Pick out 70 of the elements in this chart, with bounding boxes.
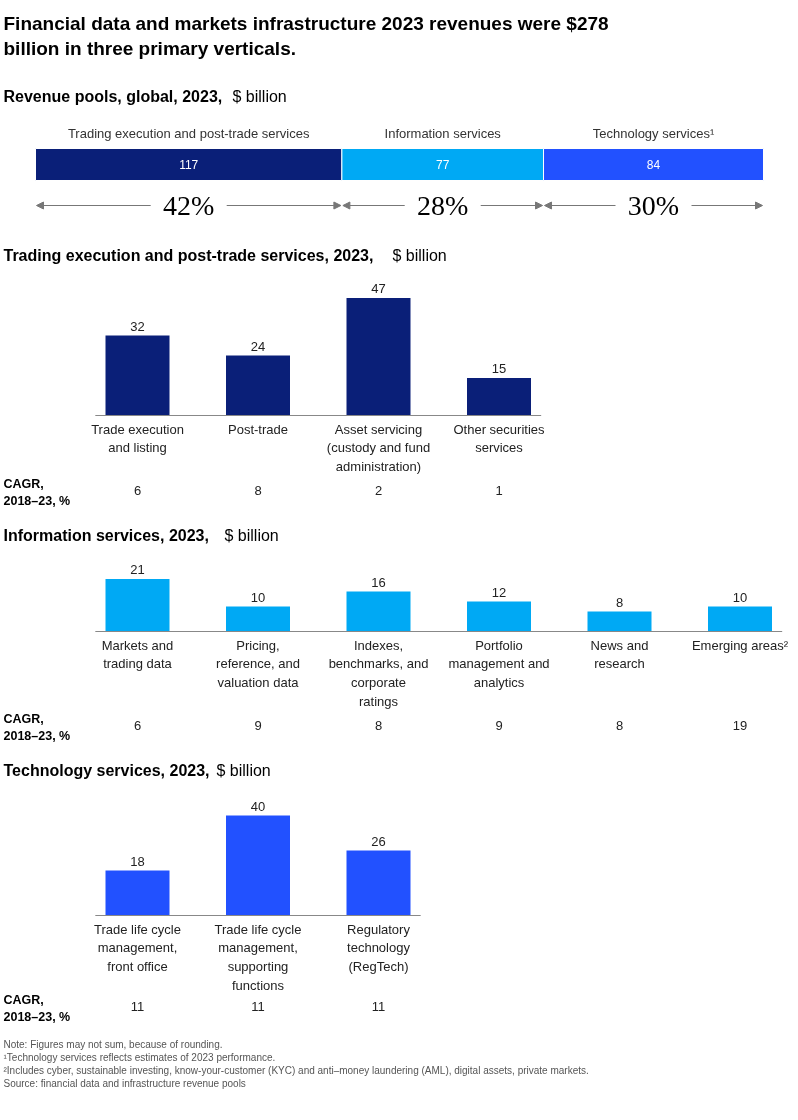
chart-title: Financial data and markets infrastructure 2023 revenues were $278 billion in three primary verticals. xyxy=(3,12,609,59)
text: CAGR, 2018–23, % xyxy=(3,711,71,743)
chart-title: Technology services, 2023, $ billion xyxy=(3,761,271,779)
text: 42% xyxy=(163,190,215,221)
text: 11 xyxy=(130,999,145,1014)
data-label: 8 xyxy=(615,594,624,610)
text: 9 xyxy=(495,718,503,733)
text: ¹Technology services reflects estimates of 2023 performance. xyxy=(3,1051,276,1063)
text: 8 xyxy=(374,718,383,733)
text: Note: Figures may not sum, because of rounding. xyxy=(3,1038,223,1050)
x-tick-label: Portfolio management and analytics xyxy=(448,637,550,690)
text: 8 xyxy=(615,718,624,733)
series-label: Technology services¹ xyxy=(592,126,715,141)
data-label: 10 xyxy=(250,589,266,605)
text: 9 xyxy=(254,718,262,733)
text: CAGR, 2018–23, % xyxy=(3,992,71,1024)
text: 2 xyxy=(374,483,383,498)
data-label: 32 xyxy=(130,318,145,334)
x-tick-label: Markets and trading data xyxy=(101,637,174,672)
x-tick-label: Pricing, reference, and valuation data xyxy=(216,637,300,690)
data-label: 26 xyxy=(371,833,386,849)
bar xyxy=(105,579,170,632)
data-label: 21 xyxy=(130,562,145,577)
text: 28% xyxy=(417,190,469,221)
text: 30% xyxy=(627,190,680,221)
bar xyxy=(467,601,531,632)
x-tick-label: Asset servicing (custody and fund administration) xyxy=(326,421,431,474)
x-tick-label: Emerging areas² xyxy=(691,637,789,653)
text: 6 xyxy=(133,718,142,733)
data-label: 18 xyxy=(130,853,145,869)
source-note: Source: financial data and infrastructure revenue pools xyxy=(3,1077,246,1089)
chart-title: Information services, 2023, $ billion xyxy=(3,526,279,544)
bar xyxy=(346,591,411,632)
x-tick-label: Regulatory technology (RegTech) xyxy=(347,921,411,974)
x-tick-label: Post-trade xyxy=(228,421,288,437)
bar xyxy=(346,298,411,416)
text: 6 xyxy=(133,483,142,498)
x-tick-label: Trade life cycle management, supporting functions xyxy=(214,921,302,993)
bar xyxy=(467,378,531,416)
bar xyxy=(226,355,290,416)
data-label: 47 xyxy=(371,281,386,296)
x-tick-label: Indexes, benchmarks, and corporate ratings xyxy=(328,637,429,709)
text: CAGR, 2018–23, % xyxy=(3,476,71,508)
data-label: 84 xyxy=(646,158,661,172)
series-label: Information services xyxy=(384,126,502,141)
bar xyxy=(105,335,170,416)
x-tick-label: News and research xyxy=(590,637,649,672)
data-label: 10 xyxy=(732,589,748,605)
chart-title: Trading execution and post-trade services, 2023, $ billion xyxy=(3,246,447,264)
text: 11 xyxy=(371,999,386,1014)
series-label: Trading execution and post-trade services xyxy=(67,126,310,141)
chart-subtitle: Revenue pools, global, 2023, $ billion xyxy=(3,87,287,105)
text: 11 xyxy=(251,999,265,1014)
x-tick-label: Trade life cycle management, front office xyxy=(94,921,181,974)
text: 8 xyxy=(254,483,262,498)
data-label: 24 xyxy=(250,338,266,354)
text: 1 xyxy=(495,483,503,498)
x-tick-label: Trade execution and listing xyxy=(91,421,184,456)
data-label: 16 xyxy=(371,574,386,590)
x-tick-label: Other securities services xyxy=(453,421,546,456)
text: 19 xyxy=(732,718,748,733)
data-label: 40 xyxy=(250,798,266,814)
text: ²Includes cyber, sustainable investing, know-your-customer (KYC) and anti–money laundering (AML), digital assets, private markets. xyxy=(3,1064,589,1076)
bar xyxy=(587,611,652,632)
data-label: 77 xyxy=(436,158,450,172)
bar xyxy=(226,606,290,632)
data-label: 12 xyxy=(491,584,507,600)
data-label: 117 xyxy=(179,158,199,172)
bar xyxy=(708,606,772,632)
data-label: 15 xyxy=(491,361,507,376)
